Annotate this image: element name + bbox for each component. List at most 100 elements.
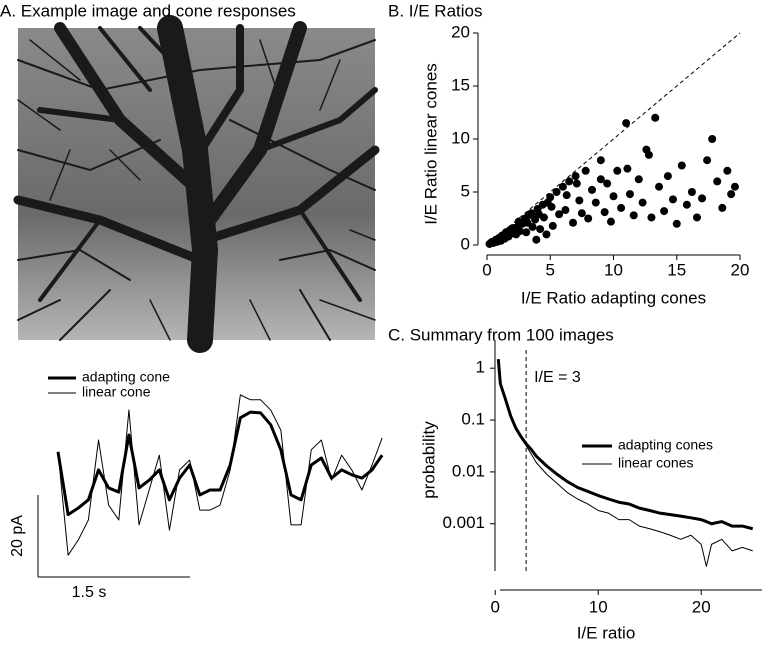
scatter-point — [651, 113, 660, 122]
x-axis-label: I/E Ratio adapting cones — [521, 288, 706, 307]
scatter-point — [718, 203, 727, 212]
x-tick-label: 0 — [482, 260, 491, 279]
scatter-point — [629, 211, 638, 220]
example-image — [13, 15, 380, 353]
scatter-point — [558, 182, 567, 191]
y-tick-label: 0.1 — [461, 410, 485, 429]
scatter-point — [682, 200, 691, 209]
y-tick-label: 0.01 — [452, 461, 485, 480]
scatter-point — [575, 196, 584, 205]
scatter-point — [647, 213, 656, 222]
scatter-point — [617, 203, 626, 212]
scatter-point — [638, 198, 647, 207]
scatter-point — [532, 235, 541, 244]
legend-label: linear cone — [82, 384, 151, 400]
scatter-point — [552, 188, 561, 196]
scatter-point — [613, 166, 622, 175]
legend-label: adapting cone — [82, 369, 170, 385]
scatter-point — [534, 210, 543, 219]
x-tick-label: 20 — [692, 597, 711, 616]
scatter-point — [727, 190, 736, 199]
scatter-point — [536, 225, 545, 234]
scatter-point — [577, 209, 586, 218]
x-tick-label: 10 — [589, 597, 608, 616]
scatter-point — [723, 166, 732, 175]
scatter-point — [572, 179, 581, 188]
y-tick-label: 10 — [451, 128, 470, 147]
scatter-point — [730, 182, 739, 191]
trace-line — [57, 394, 383, 556]
y-tick-label: 5 — [461, 181, 470, 200]
scatter-point — [587, 185, 596, 194]
legend-label: adapting cones — [618, 437, 713, 453]
scatter-point — [569, 218, 578, 227]
scatter-point — [668, 195, 677, 204]
scatter-point — [692, 213, 701, 222]
scalebar-y-label: 20 pA — [9, 515, 26, 557]
scatter-point — [584, 214, 593, 223]
x-tick-label: 10 — [604, 260, 623, 279]
series-line — [496, 358, 754, 531]
legend-label: linear cones — [618, 455, 694, 471]
scatter-point — [622, 119, 631, 128]
scatter-point — [609, 192, 618, 201]
y-tick-label: 0.001 — [442, 513, 485, 532]
scatter-point — [562, 191, 571, 200]
scatter-point — [596, 175, 605, 184]
scatter-point — [600, 208, 609, 217]
scatter-point — [522, 228, 531, 237]
panel-title: B. I/E Ratios — [388, 1, 482, 20]
x-tick-label: 5 — [546, 260, 555, 279]
scatter-point — [663, 172, 672, 181]
scatter-point — [486, 238, 495, 247]
y-tick-label: 0 — [461, 234, 470, 253]
identity-line — [486, 32, 741, 246]
scatter-point — [503, 231, 512, 240]
scatter-point — [703, 156, 712, 165]
series-line — [497, 359, 753, 567]
scatter-point — [548, 221, 557, 230]
panel-title: C. Summary from 100 images — [388, 325, 614, 344]
scatter-point — [547, 202, 556, 211]
scatter-point — [571, 172, 580, 181]
scatter-point — [527, 209, 536, 218]
scatter-point — [523, 218, 532, 227]
panel-title: A. Example image and cone responses — [0, 1, 296, 20]
scatter-point — [623, 164, 632, 173]
scalebar-x-label: 1.5 s — [72, 584, 107, 601]
scatter-point — [672, 219, 681, 228]
scatter-point — [698, 194, 707, 203]
y-tick-label: 15 — [451, 75, 470, 94]
scatter-point — [542, 230, 551, 239]
scatter-point — [591, 198, 600, 207]
scatter-point — [655, 182, 664, 191]
scatter-point — [565, 177, 574, 186]
scatter-point — [660, 207, 669, 216]
scatter-point — [625, 190, 634, 199]
scatter-point — [634, 175, 643, 184]
x-tick-label: 15 — [667, 260, 686, 279]
scatter-point — [596, 156, 605, 165]
x-axis-label: I/E ratio — [577, 623, 636, 642]
scatter-point — [713, 177, 722, 186]
y-axis-label: probability — [419, 421, 438, 499]
y-tick-label: 20 — [451, 22, 470, 41]
scatter-point — [606, 217, 615, 226]
x-tick-label: 0 — [490, 597, 499, 616]
scatter-point — [687, 188, 696, 196]
scatter-point — [708, 135, 717, 143]
scatter-point — [644, 150, 653, 159]
scatter-point — [561, 206, 570, 215]
scatter-point — [603, 179, 612, 188]
trace-line — [56, 410, 384, 517]
scatter-point — [513, 222, 522, 231]
scatter-point — [546, 193, 555, 202]
x-tick-label: 20 — [731, 260, 750, 279]
y-tick-label: 1 — [476, 358, 485, 377]
scatter-point — [555, 210, 564, 219]
y-axis-label: I/E Ratio linear cones — [421, 63, 440, 225]
annotation: I/E = 3 — [534, 369, 581, 386]
scatter-point — [581, 166, 590, 175]
scatter-point — [677, 161, 686, 170]
